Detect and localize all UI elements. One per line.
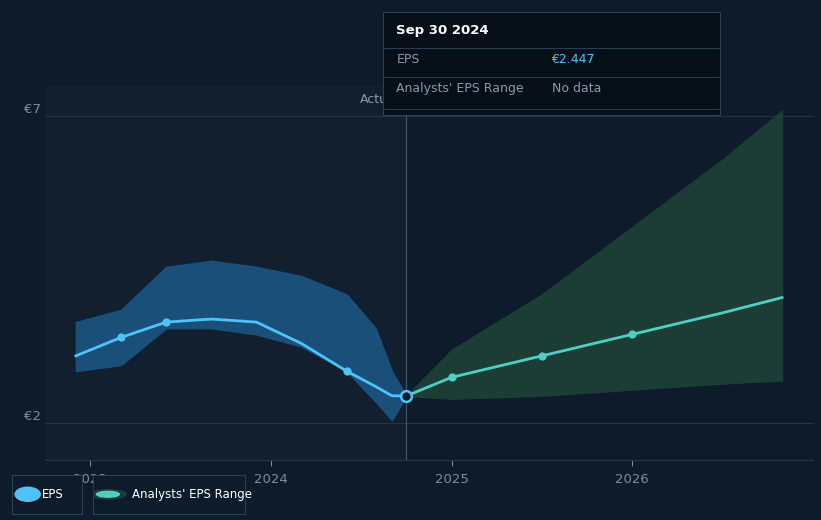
- Text: EPS: EPS: [397, 53, 420, 66]
- Text: €2: €2: [25, 410, 41, 423]
- Text: Sep 30 2024: Sep 30 2024: [397, 24, 489, 37]
- Text: Analysts' EPS Range: Analysts' EPS Range: [132, 488, 252, 501]
- Text: Actual: Actual: [360, 93, 399, 106]
- Text: €7: €7: [25, 103, 41, 116]
- Circle shape: [15, 487, 40, 501]
- Text: Analysts' EPS Range: Analysts' EPS Range: [397, 82, 524, 95]
- Text: €2.447: €2.447: [552, 53, 595, 66]
- Point: [445, 373, 458, 382]
- Circle shape: [97, 491, 119, 497]
- Point: [114, 333, 127, 342]
- Point: [626, 330, 639, 339]
- Text: No data: No data: [552, 82, 601, 95]
- Point: [400, 392, 413, 400]
- Bar: [45, 86, 406, 460]
- Text: Analysts Forecasts: Analysts Forecasts: [421, 93, 537, 106]
- Point: [535, 352, 548, 360]
- Point: [340, 367, 353, 375]
- Circle shape: [89, 490, 126, 499]
- Text: EPS: EPS: [42, 488, 63, 501]
- Point: [159, 318, 172, 326]
